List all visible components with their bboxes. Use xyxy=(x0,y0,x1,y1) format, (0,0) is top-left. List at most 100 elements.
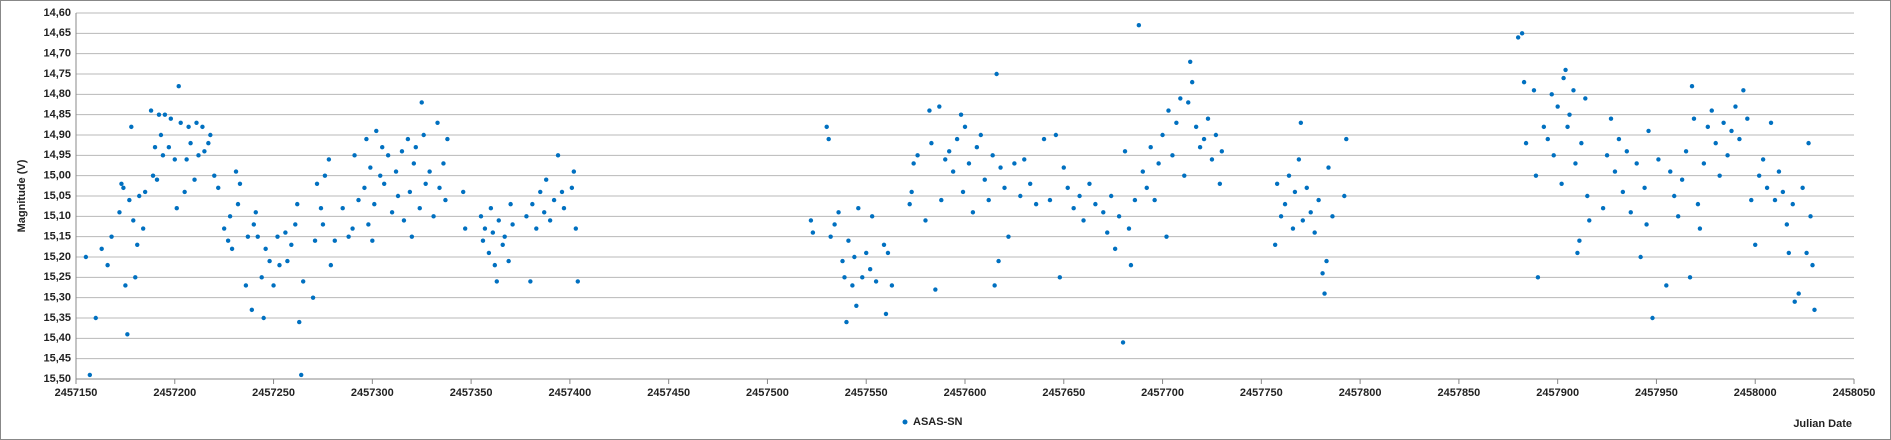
point xyxy=(873,279,879,284)
y-tick-label: 14,65 xyxy=(43,27,71,39)
point xyxy=(1691,116,1697,121)
point xyxy=(1764,185,1770,191)
point xyxy=(1205,116,1211,121)
point xyxy=(1308,210,1313,215)
point xyxy=(1561,75,1566,81)
point xyxy=(852,254,857,260)
point xyxy=(380,145,385,150)
point xyxy=(1808,214,1813,219)
point xyxy=(176,84,181,89)
point xyxy=(1320,271,1325,276)
point xyxy=(407,189,413,195)
point xyxy=(1559,181,1564,186)
y-tick-label: 14,60 xyxy=(43,7,71,19)
point xyxy=(1112,246,1118,252)
point xyxy=(413,145,418,150)
point xyxy=(1725,153,1730,158)
point xyxy=(350,226,355,231)
point xyxy=(1519,31,1525,36)
point xyxy=(508,201,513,207)
point xyxy=(374,128,379,134)
point xyxy=(911,161,916,166)
point xyxy=(332,238,337,243)
point xyxy=(1065,185,1070,191)
point xyxy=(202,149,207,154)
point xyxy=(312,238,318,243)
point xyxy=(1324,258,1329,264)
point xyxy=(150,173,156,178)
point xyxy=(135,242,140,247)
point xyxy=(1174,120,1179,126)
y-tick-label: 14,80 xyxy=(43,88,71,100)
y-tick-label: 15,05 xyxy=(43,190,71,202)
point xyxy=(1672,193,1677,199)
point xyxy=(372,201,377,207)
point xyxy=(1170,153,1175,158)
point xyxy=(249,307,255,313)
point xyxy=(1733,104,1738,109)
point xyxy=(828,234,833,239)
point xyxy=(1108,193,1114,199)
point xyxy=(318,206,324,211)
point xyxy=(401,218,407,223)
point xyxy=(808,218,814,223)
point xyxy=(1687,275,1693,280)
point xyxy=(1523,140,1529,146)
point xyxy=(1650,315,1655,321)
point xyxy=(1304,185,1309,191)
point xyxy=(937,104,942,109)
point xyxy=(480,238,486,243)
point xyxy=(1022,157,1027,162)
point xyxy=(1644,222,1649,227)
point xyxy=(435,120,440,126)
point xyxy=(1620,189,1626,195)
point xyxy=(1608,116,1614,121)
point xyxy=(1140,169,1146,174)
y-tick-label: 15,50 xyxy=(43,373,71,385)
point xyxy=(1760,157,1766,162)
point xyxy=(1616,136,1622,142)
point xyxy=(299,372,304,378)
point xyxy=(123,283,128,288)
point xyxy=(156,112,162,117)
point xyxy=(492,262,498,268)
x-tick-label: 2457350 xyxy=(450,387,493,399)
point xyxy=(860,275,865,280)
point xyxy=(561,206,567,211)
point xyxy=(869,214,875,219)
point xyxy=(362,185,367,191)
point xyxy=(856,206,861,211)
point xyxy=(1656,157,1661,162)
point xyxy=(1047,197,1053,203)
point xyxy=(1166,108,1171,113)
point xyxy=(1565,124,1570,130)
point xyxy=(970,210,976,215)
point xyxy=(105,262,110,268)
point xyxy=(421,132,426,138)
point xyxy=(462,226,468,231)
point xyxy=(186,124,191,130)
point xyxy=(174,206,179,211)
point xyxy=(1600,206,1606,211)
point xyxy=(285,258,290,264)
point xyxy=(182,189,187,195)
point xyxy=(883,311,889,317)
y-tick-label: 15,15 xyxy=(43,231,71,243)
point xyxy=(378,173,383,178)
point xyxy=(482,226,488,231)
point xyxy=(1545,136,1550,142)
point xyxy=(1697,226,1703,231)
point xyxy=(524,214,529,219)
point xyxy=(1780,189,1786,195)
point xyxy=(1120,340,1126,345)
point xyxy=(1193,124,1199,130)
point xyxy=(300,279,306,284)
point xyxy=(320,222,326,227)
point xyxy=(154,177,160,182)
y-tick-label: 15,00 xyxy=(43,170,71,182)
point xyxy=(1322,291,1327,296)
y-tick-label: 14,95 xyxy=(43,149,71,161)
point xyxy=(992,283,997,288)
point xyxy=(1041,136,1047,142)
